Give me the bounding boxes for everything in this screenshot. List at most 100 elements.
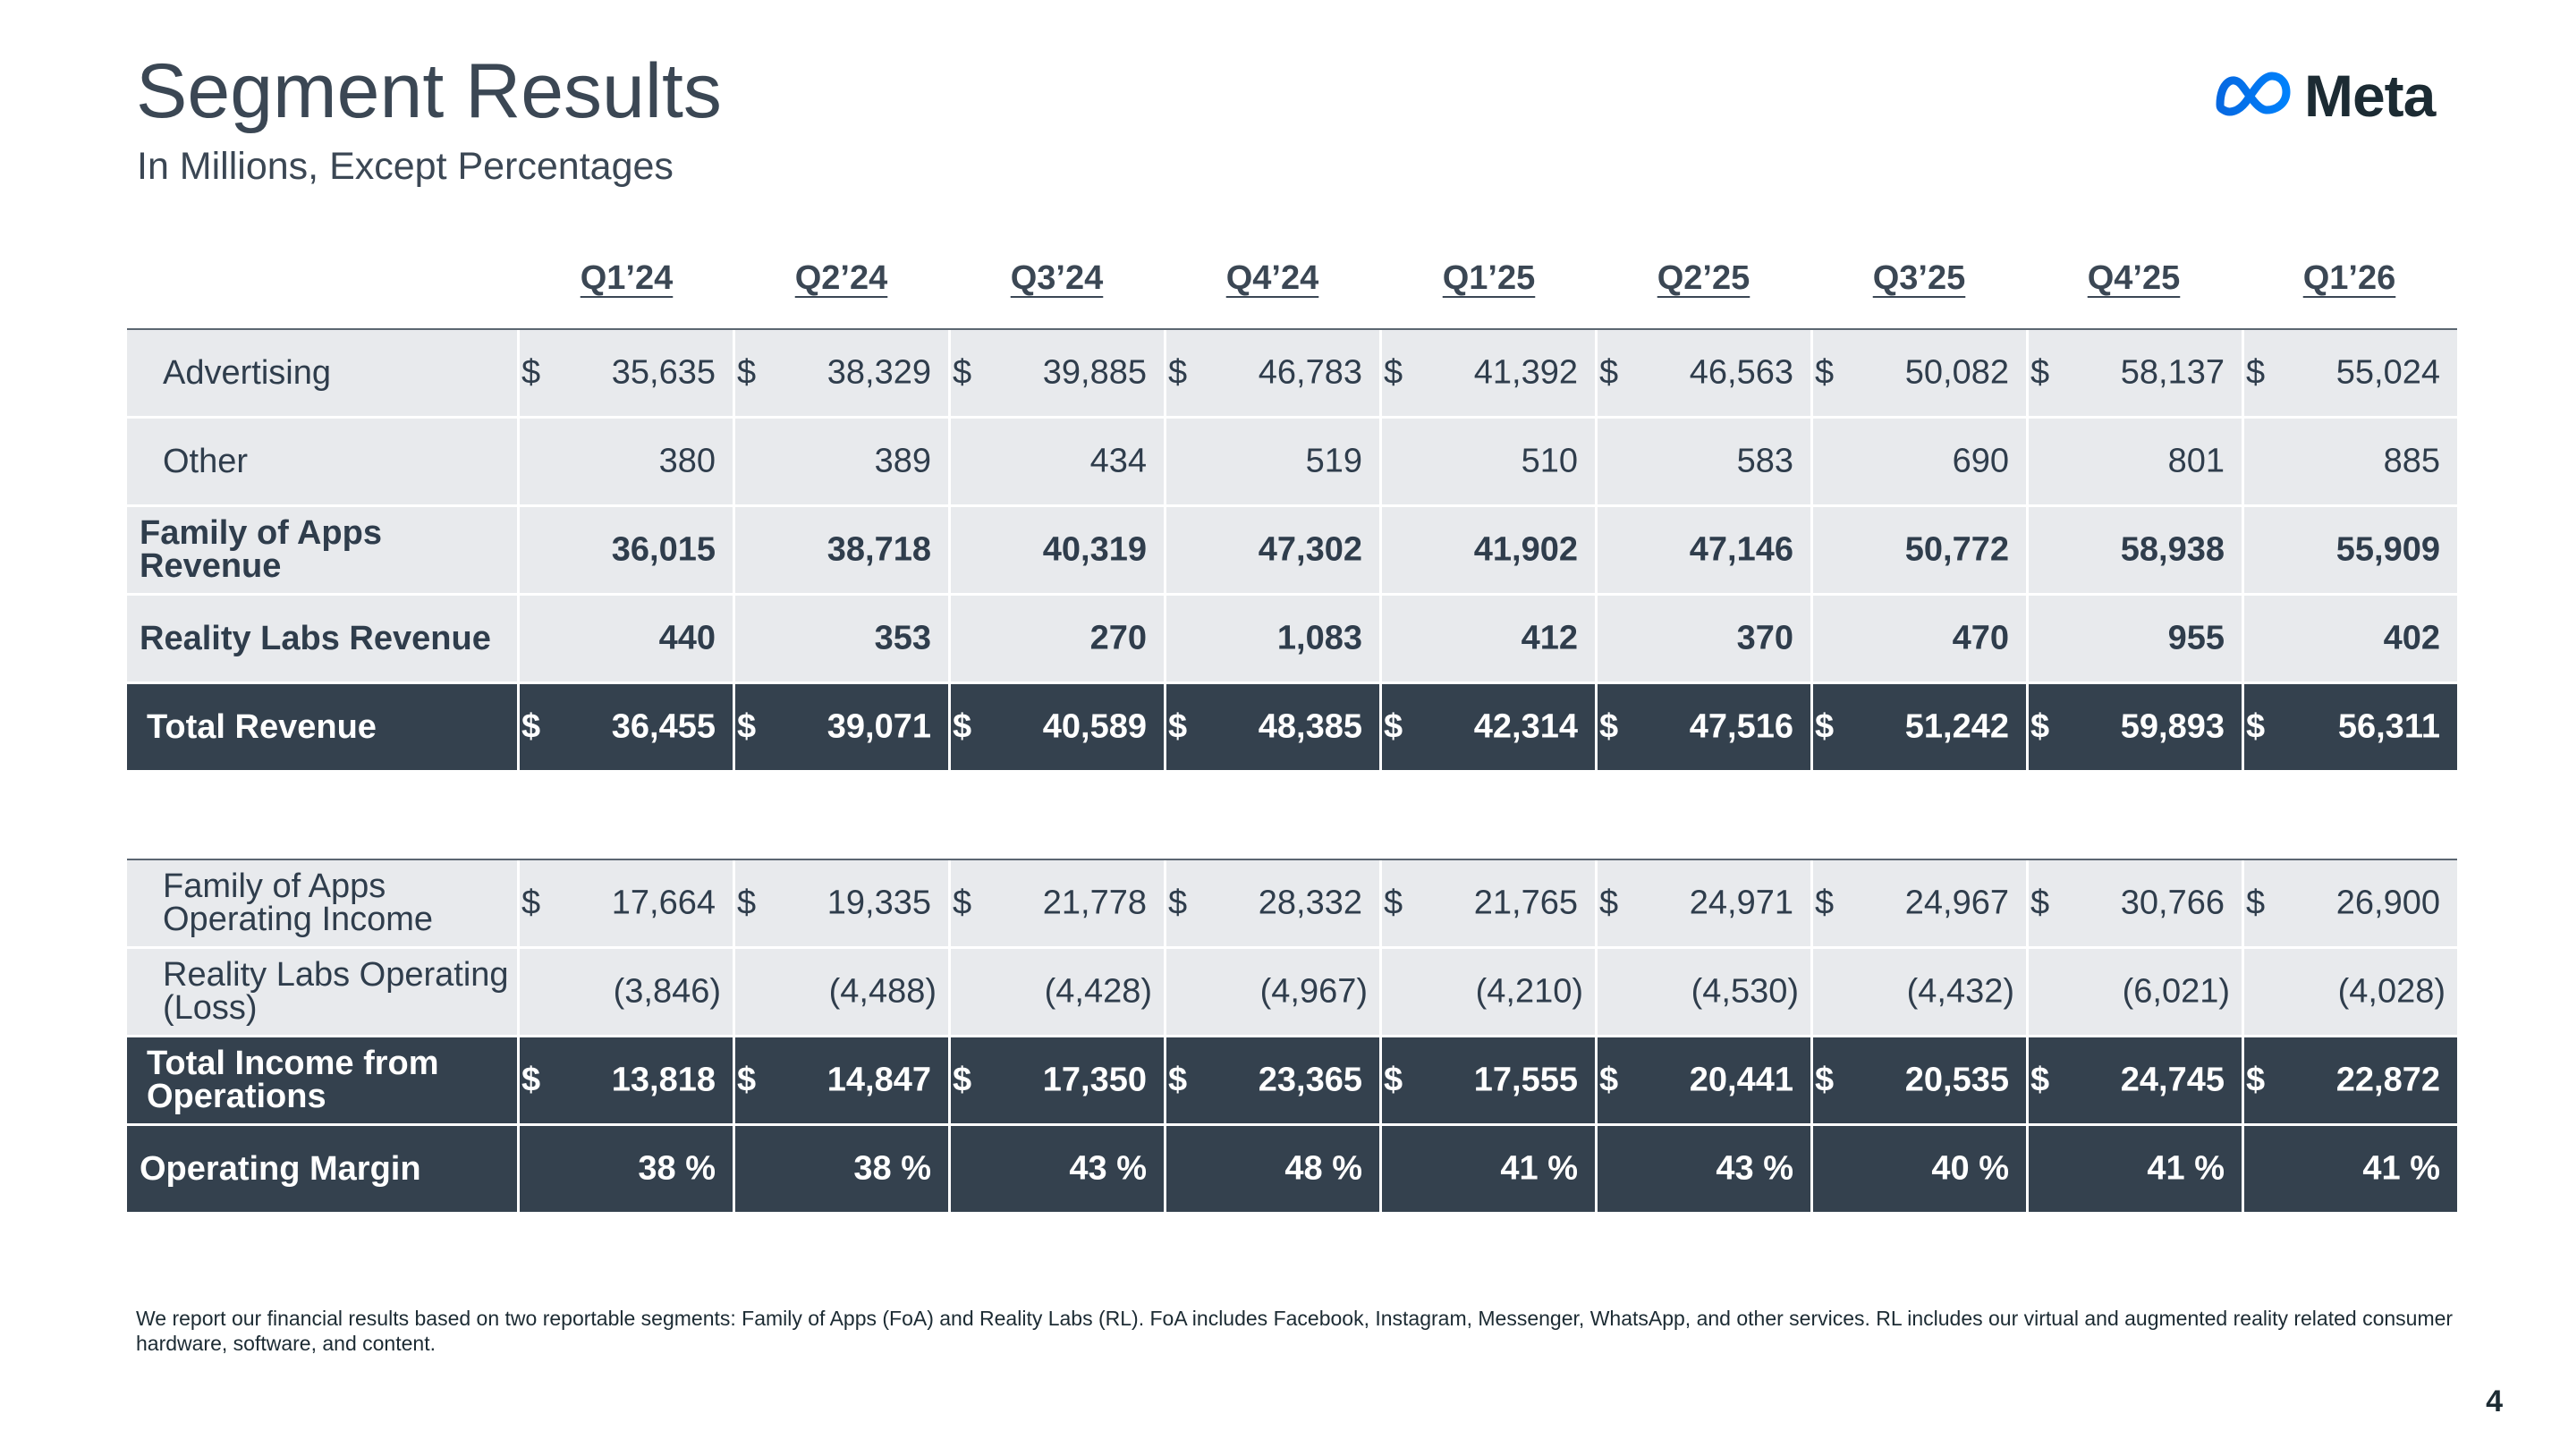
row-label: Operating Margin — [140, 1149, 421, 1188]
table-cell: $30,766 — [2026, 860, 2239, 946]
table-cell: 38,718 — [733, 507, 945, 593]
table-cell: 47,146 — [1595, 507, 1808, 593]
currency-symbol: $ — [737, 707, 757, 746]
cell-value: 46,563 — [1689, 353, 1793, 392]
cell-value: 51,242 — [1904, 707, 2009, 746]
cell-value: 20,535 — [1904, 1061, 2009, 1099]
currency-symbol: $ — [1384, 353, 1403, 392]
table-cell: $13,818 — [517, 1037, 730, 1123]
cell-value: 40,589 — [1042, 707, 1147, 746]
cell-value: 1,083 — [1276, 619, 1362, 657]
cell-value: 46,783 — [1258, 353, 1362, 392]
table-cell: $21,765 — [1379, 860, 1592, 946]
table-row: Family of Apps Revenue 36,015 38,718 40,31… — [127, 507, 2457, 596]
table-cell: (4,210) — [1379, 949, 1592, 1035]
cell-value: 40 % — [1931, 1149, 2009, 1188]
currency-symbol: $ — [2246, 1061, 2266, 1099]
table-row: Total Revenue $36,455 $39,071 $40,589 $48,3… — [127, 684, 2457, 770]
currency-symbol: $ — [2246, 707, 2266, 746]
quarter-header: Q1’24 — [580, 259, 674, 297]
currency-symbol: $ — [1815, 353, 1835, 392]
quarter-header: Q2’25 — [1657, 259, 1750, 297]
cell-value: (4,428) — [1044, 972, 1152, 1011]
table-row: Reality Labs Revenue 440 353 270 1,083 412 37… — [127, 596, 2457, 684]
cell-value: 41 % — [1500, 1149, 1578, 1188]
cell-value: 58,137 — [2120, 353, 2225, 392]
currency-symbol: $ — [1599, 707, 1619, 746]
cell-value: 380 — [658, 442, 716, 480]
row-label: Other — [163, 442, 249, 480]
currency-symbol: $ — [1599, 1061, 1619, 1099]
row-label: Family of Apps Revenue — [140, 514, 382, 585]
table-cell: $56,311 — [2242, 684, 2454, 770]
currency-symbol: $ — [953, 884, 972, 922]
table-cell: 41 % — [1379, 1126, 1592, 1212]
page-number: 4 — [2486, 1384, 2503, 1418]
table-row: Other 380 389 434 519 510 583 690 801 885 — [127, 419, 2457, 507]
cell-value: 39,071 — [826, 707, 931, 746]
operating-income-table: Family of Apps Operating Income $17,664 $… — [127, 859, 2457, 1212]
currency-symbol: $ — [2246, 353, 2266, 392]
table-cell: (6,021) — [2026, 949, 2239, 1035]
table-cell: $24,745 — [2026, 1037, 2239, 1123]
cell-value: 17,555 — [1473, 1061, 1578, 1099]
table-cell: 48 % — [1164, 1126, 1377, 1212]
table-cell: $39,885 — [948, 330, 1161, 416]
cell-value: 353 — [874, 619, 931, 657]
cell-value: 26,900 — [2335, 884, 2440, 922]
table-cell: 38 % — [733, 1126, 945, 1212]
table-cell: $23,365 — [1164, 1037, 1377, 1123]
table-cell: 955 — [2026, 596, 2239, 681]
table-cell: 1,083 — [1164, 596, 1377, 681]
cell-value: 14,847 — [826, 1061, 931, 1099]
table-cell: $58,137 — [2026, 330, 2239, 416]
cell-value: 24,745 — [2120, 1061, 2225, 1099]
table-cell: $24,967 — [1810, 860, 2023, 946]
cell-value: (4,028) — [2337, 972, 2446, 1011]
cell-value: 24,971 — [1689, 884, 1793, 922]
meta-infinity-icon — [2209, 65, 2299, 127]
meta-logo: Meta — [2209, 64, 2436, 127]
table-cell: $19,335 — [733, 860, 945, 946]
cell-value: (4,210) — [1475, 972, 1583, 1011]
table-cell: 36,015 — [517, 507, 730, 593]
row-label: Reality Labs Operating (Loss) — [163, 956, 509, 1027]
cell-value: 38 % — [638, 1149, 716, 1188]
table-cell: $47,516 — [1595, 684, 1808, 770]
currency-symbol: $ — [1168, 707, 1188, 746]
table-row: Family of Apps Operating Income $17,664 $… — [127, 860, 2457, 949]
quarter-header: Q2’24 — [794, 259, 888, 297]
table-cell: 885 — [2242, 419, 2454, 504]
table-cell: 389 — [733, 419, 945, 504]
footnote: We report our financial results based on… — [136, 1307, 2454, 1355]
currency-symbol: $ — [1815, 1061, 1835, 1099]
table-cell: 40 % — [1810, 1126, 2023, 1212]
cell-value: 50,082 — [1904, 353, 2009, 392]
cell-value: 41 % — [2362, 1149, 2440, 1188]
cell-value: 41,392 — [1473, 353, 1578, 392]
table-cell: 41 % — [2026, 1126, 2239, 1212]
cell-value: (3,846) — [613, 972, 721, 1011]
currency-symbol: $ — [1168, 1061, 1188, 1099]
table-cell: 43 % — [948, 1126, 1161, 1212]
cell-value: 36,015 — [611, 530, 716, 569]
quarter-header: Q1’26 — [2302, 259, 2396, 297]
cell-value: 41 % — [2147, 1149, 2225, 1188]
table-row: Operating Margin 38 % 38 % 43 % 48 % 41 % 43 … — [127, 1126, 2457, 1212]
cell-value: 402 — [2383, 619, 2440, 657]
table-cell: 353 — [733, 596, 945, 681]
table-cell: 270 — [948, 596, 1161, 681]
table-cell: $42,314 — [1379, 684, 1592, 770]
cell-value: 22,872 — [2335, 1061, 2440, 1099]
currency-symbol: $ — [737, 1061, 757, 1099]
table-cell: $14,847 — [733, 1037, 945, 1123]
table-cell: $55,024 — [2242, 330, 2454, 416]
cell-value: 58,938 — [2120, 530, 2225, 569]
cell-value: 583 — [1736, 442, 1793, 480]
cell-value: 470 — [1952, 619, 2009, 657]
currency-symbol: $ — [2246, 884, 2266, 922]
table-cell: 402 — [2242, 596, 2454, 681]
table-cell: $17,555 — [1379, 1037, 1592, 1123]
table-cell: 380 — [517, 419, 730, 504]
table-cell: $24,971 — [1595, 860, 1808, 946]
